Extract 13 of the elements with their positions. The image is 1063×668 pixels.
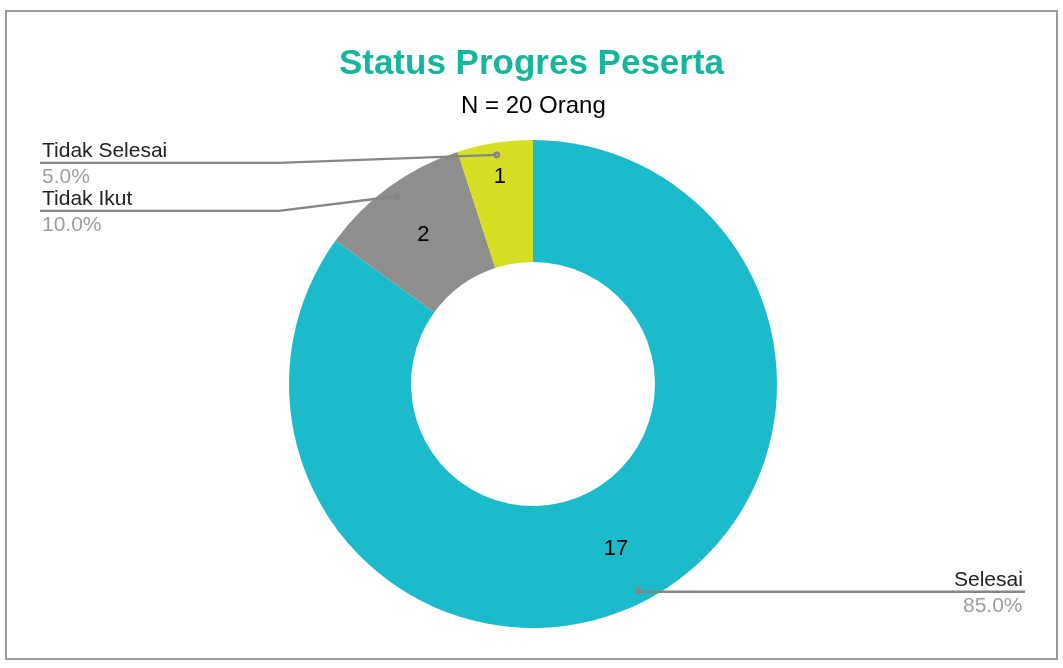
chart-subtitle: N = 20 Orang: [461, 91, 606, 118]
donut-slice: [289, 140, 777, 628]
slice-label: Selesai: [954, 567, 1023, 590]
text: 5.0%: [42, 164, 90, 187]
donut-slice: [457, 140, 533, 268]
slice-label: Tidak Ikut: [42, 186, 133, 209]
data-label: 2: [417, 220, 430, 246]
chart-title: Status Progres Peserta: [338, 42, 725, 82]
text: 85.0%: [963, 593, 1023, 616]
data-label: 1: [493, 163, 507, 189]
text: 10.0%: [42, 212, 102, 235]
data-label: 17: [603, 534, 629, 560]
slice-label: Tidak Selesai: [42, 138, 168, 161]
